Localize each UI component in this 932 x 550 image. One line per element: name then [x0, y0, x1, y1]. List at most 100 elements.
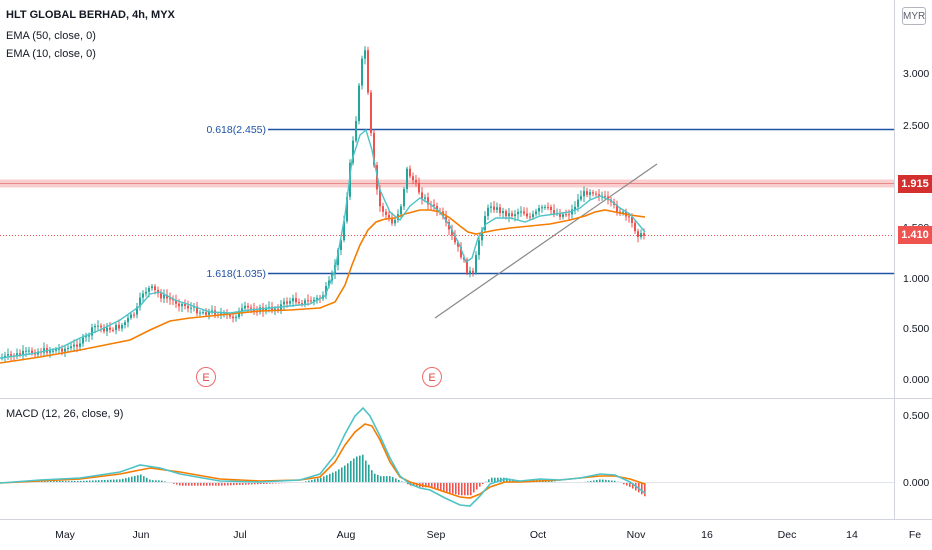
macd-tick-0500: 0.500	[903, 410, 929, 422]
macd-histogram-bar	[641, 482, 643, 495]
macd-histogram-bar	[614, 480, 616, 483]
macd-histogram-bar	[233, 482, 235, 486]
candle-body	[160, 293, 162, 299]
macd-histogram-bar	[194, 482, 196, 486]
candle-body	[379, 189, 381, 207]
candle-body	[328, 280, 330, 287]
currency-button[interactable]: MYR	[902, 7, 926, 25]
macd-histogram-bar	[53, 480, 55, 483]
trend-line[interactable]	[434, 163, 658, 319]
macd-histogram-bar	[329, 473, 331, 483]
macd-histogram-bar	[200, 482, 202, 486]
macd-histogram-bar	[77, 480, 79, 483]
candle-body	[469, 270, 471, 273]
candle-body	[589, 192, 591, 195]
macd-histogram-bar	[626, 482, 628, 486]
macd-histogram-bar	[341, 467, 343, 483]
candle-body	[538, 208, 540, 212]
time-label-jun: Jun	[133, 529, 150, 541]
macd-histogram-bar	[239, 482, 241, 485]
candle-body	[400, 206, 402, 215]
candlestick-series	[1, 46, 645, 362]
macd-histogram-bar	[80, 480, 82, 483]
candle-body	[208, 311, 210, 315]
candle-body	[166, 294, 168, 299]
macd-signal-line	[0, 423, 646, 499]
candle-body	[103, 327, 105, 332]
macd-histogram-bar	[155, 480, 157, 483]
candle-body	[529, 216, 531, 218]
candle-body	[337, 250, 339, 266]
candle-body	[55, 349, 57, 351]
candle-body	[88, 335, 90, 337]
candle-body	[91, 327, 93, 336]
macd-histogram-bar	[182, 482, 184, 486]
macd-histogram-bar	[161, 480, 163, 483]
macd-histogram-bar	[95, 480, 97, 483]
macd-histogram-bar	[74, 480, 76, 483]
macd-histogram-bar	[221, 482, 223, 486]
macd-histogram-bar	[50, 480, 52, 483]
macd-histogram-bar	[374, 473, 376, 483]
candle-body	[97, 325, 99, 327]
candle-body	[544, 206, 546, 208]
macd-histogram-bar	[473, 482, 475, 493]
ema-50-line	[0, 209, 646, 364]
macd-histogram-bar	[413, 482, 415, 487]
macd-histogram-bar	[611, 480, 613, 483]
candle-body	[415, 179, 417, 183]
earnings-marker-icon[interactable]: E	[196, 367, 216, 387]
candle-body	[295, 298, 297, 303]
candle-body	[298, 302, 300, 304]
candle-body	[259, 307, 261, 313]
candle-body	[478, 240, 480, 256]
ema-10-legend[interactable]: EMA (10, close, 0)	[6, 48, 96, 60]
candle-body	[475, 255, 477, 273]
candle-body	[31, 350, 33, 353]
candle-body	[373, 132, 375, 166]
candle-body	[244, 305, 246, 309]
candle-body	[310, 300, 312, 302]
candle-body	[43, 348, 45, 353]
candle-body	[595, 193, 597, 195]
candle-body	[238, 311, 240, 318]
candle-body	[112, 329, 114, 331]
resistance-price-tag: 1.915	[898, 175, 932, 193]
candle-body	[505, 211, 507, 217]
macd-histogram-bar	[254, 482, 256, 485]
candle-body	[358, 85, 360, 122]
macd-histogram-bar	[92, 480, 94, 483]
macd-histogram-bar	[47, 480, 49, 483]
macd-histogram-bar	[308, 480, 310, 483]
macd-histogram-bar	[497, 477, 499, 483]
candle-body	[271, 306, 273, 311]
candle-body	[130, 314, 132, 318]
macd-histogram-bar	[644, 482, 646, 497]
time-label-oct: Oct	[530, 529, 546, 541]
candle-body	[286, 301, 288, 304]
chart-title[interactable]: HLT GLOBAL BERHAD, 4h, MYX	[6, 9, 175, 21]
ema-50-legend[interactable]: EMA (50, close, 0)	[6, 30, 96, 42]
candle-body	[568, 214, 570, 216]
candle-body	[316, 297, 318, 300]
earnings-marker-icon[interactable]: E	[422, 367, 442, 387]
candle-body	[85, 336, 87, 338]
candle-body	[433, 204, 435, 207]
macd-histogram-bar	[449, 482, 451, 493]
candle-body	[454, 235, 456, 243]
macd-histogram-bar	[104, 479, 106, 483]
candle-body	[526, 213, 528, 217]
macd-histogram-bar	[272, 482, 274, 484]
candle-body	[457, 242, 459, 247]
macd-histogram-bar	[359, 455, 361, 483]
macd-histogram-bar	[389, 476, 391, 483]
candle-body	[580, 196, 582, 200]
candle-body	[382, 206, 384, 212]
candle-body	[451, 229, 453, 236]
candle-body	[631, 217, 633, 223]
macd-legend[interactable]: MACD (12, 26, close, 9)	[6, 408, 124, 420]
macd-histogram-bar	[446, 482, 448, 493]
candle-body	[100, 325, 102, 328]
candle-body	[622, 211, 624, 213]
